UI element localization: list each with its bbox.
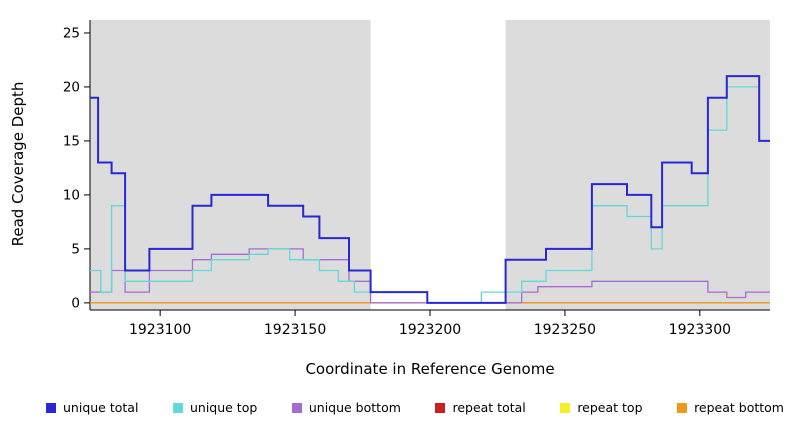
legend-item-repeat-top: repeat top — [560, 400, 643, 415]
legend-label: unique bottom — [308, 400, 401, 415]
y-tick-label: 15 — [63, 133, 80, 149]
y-tick-label: 5 — [71, 241, 80, 257]
legend-item-unique-bottom: unique bottom — [291, 400, 401, 415]
unique-top-swatch-icon — [172, 402, 183, 413]
x-axis-label: Coordinate in Reference Genome — [305, 360, 555, 378]
legend-label: repeat bottom — [694, 400, 784, 415]
x-tick-label: 1923300 — [669, 322, 731, 338]
y-tick-label: 10 — [63, 187, 80, 203]
series-unique-total — [90, 75, 770, 304]
legend-item-repeat-bottom: repeat bottom — [677, 400, 784, 415]
y-tick-label: 20 — [63, 79, 80, 95]
y-tick-label: 0 — [71, 295, 80, 311]
legend-label: repeat top — [577, 400, 643, 415]
legend-item-repeat-total: repeat total — [435, 400, 526, 415]
repeat-total-swatch-icon — [435, 402, 446, 413]
repeat-bottom-swatch-icon — [677, 402, 688, 413]
legend-item-unique-top: unique top — [172, 400, 258, 415]
shaded-region — [505, 20, 770, 310]
x-tick-label: 1923100 — [129, 322, 191, 338]
x-tick-label: 1923150 — [264, 322, 326, 338]
unique-bottom-swatch-icon — [291, 402, 302, 413]
legend-item-unique-total: unique total — [46, 400, 138, 415]
repeat-top-swatch-icon — [560, 402, 571, 413]
legend-label: unique total — [63, 400, 139, 415]
y-tick-label: 25 — [63, 25, 80, 41]
legend: unique total unique top unique bottom re… — [46, 400, 784, 415]
x-tick-label: 1923250 — [534, 322, 596, 338]
legend-label: unique top — [189, 400, 258, 415]
y-axis-label: Read Coverage Depth — [9, 81, 27, 247]
shaded-region — [90, 20, 371, 310]
unique-total-swatch-icon — [46, 402, 56, 413]
x-tick-label: 1923200 — [399, 322, 461, 338]
legend-label: repeat total — [452, 400, 526, 415]
